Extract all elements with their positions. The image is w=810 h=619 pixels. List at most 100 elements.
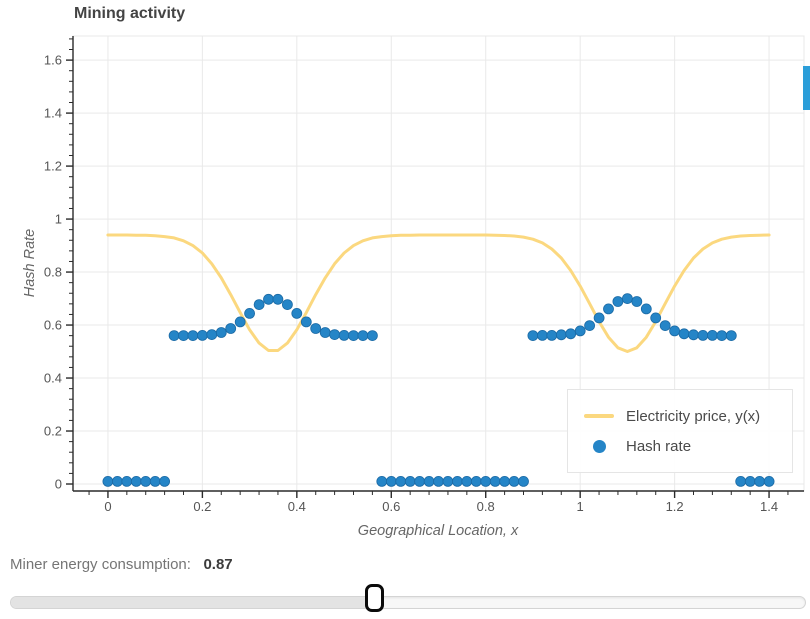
hash-rate-point: [423, 475, 435, 487]
hash-rate-point: [650, 312, 662, 324]
hash-rate-point: [603, 303, 614, 315]
x-tick-label: 0: [104, 499, 111, 514]
hash-rate-point: [319, 327, 331, 338]
hash-rate-point: [187, 330, 199, 342]
hash-rate-point: [716, 330, 728, 342]
hash-rate-point: [281, 299, 293, 311]
scrollbar-thumb[interactable]: [803, 66, 810, 110]
hash-rate-point: [329, 329, 341, 341]
hash-rate-point: [518, 475, 529, 487]
legend-label: Electricity price, y(x): [626, 407, 761, 425]
y-tick-label: 0: [55, 477, 62, 492]
x-tick-label: 0.2: [193, 499, 211, 514]
y-tick-label: 0.6: [44, 318, 62, 333]
chart-title: Mining activity: [74, 5, 186, 22]
hash-rate-point: [669, 325, 680, 337]
hash-rate-point: [763, 475, 775, 487]
hash-rate-point: [622, 293, 633, 305]
hash-rate-point: [442, 475, 454, 487]
chart-legend: Electricity price, y(x) Hash rate: [567, 389, 793, 473]
x-tick-label: 0.4: [288, 499, 306, 514]
hash-rate-point: [555, 329, 567, 341]
electricity-price-line-swatch: [580, 414, 618, 418]
hash-rate-point: [310, 323, 322, 334]
hash-rate-point: [215, 327, 227, 338]
hash-rate-point: [253, 299, 265, 311]
hash-rate-point: [433, 475, 444, 487]
hash-rate-point: [470, 475, 482, 487]
y-tick-label: 1.2: [44, 159, 62, 174]
y-tick-label: 0.8: [44, 265, 62, 280]
hash-rate-point: [565, 328, 577, 340]
hash-rate-point: [178, 330, 189, 342]
hash-rate-point: [744, 475, 756, 487]
x-axis-title: Geographical Location, x: [357, 523, 519, 539]
hash-rate-point: [631, 296, 643, 307]
miner-energy-consumption-label: Miner energy consumption: 0.87: [10, 556, 233, 573]
hash-rate-point: [206, 329, 218, 341]
hash-rate-point: [499, 475, 511, 487]
hash-rate-point: [735, 475, 747, 487]
hash-rate-point: [395, 475, 407, 487]
x-tick-label: 1: [577, 499, 584, 514]
hash-rate-point: [640, 303, 652, 315]
hash-rate-point: [707, 329, 718, 341]
y-axis-title: Hash Rate: [22, 228, 38, 298]
y-tick-label: 1.4: [44, 106, 62, 121]
hash-rate-point: [291, 307, 303, 319]
hash-rate-point: [159, 475, 171, 487]
hash-rate-point: [480, 475, 492, 487]
hash-rate-point: [140, 475, 152, 487]
hash-rate-point: [121, 475, 133, 487]
y-tick-label: 1.6: [44, 53, 62, 68]
hash-rate-point: [366, 330, 378, 342]
x-tick-label: 0.8: [477, 499, 495, 514]
hash-rate-point: [527, 330, 539, 342]
mining-activity-chart: 0 0.2 0.4 0.6 0.8 1 1.2 1.4 0 0.2 0.4 0.6 0.8 1 1.2 1.4…: [44, 35, 805, 514]
hash-rate-point: [357, 330, 369, 342]
hash-rate-point: [414, 475, 426, 487]
hash-rate-point: [489, 475, 501, 487]
hash-rate-point: [385, 475, 397, 487]
hash-rate-point: [574, 325, 586, 337]
slider-fill: [11, 597, 375, 608]
hash-rate-point: [102, 475, 114, 487]
energy-consumption-slider-thumb[interactable]: [365, 584, 385, 612]
miner-energy-consumption-value: 0.87: [203, 556, 233, 573]
hash-rate-point: [697, 329, 709, 341]
hash-rate-point: [225, 323, 237, 334]
hash-rate-point: [688, 329, 699, 341]
legend-item-electricity-price: Electricity price, y(x): [580, 405, 792, 427]
hash-rate-point: [612, 296, 624, 307]
hash-rate-point: [338, 329, 350, 341]
hash-rate-point: [537, 329, 548, 341]
legend-label: Hash rate: [626, 437, 692, 455]
hash-rate-point: [404, 475, 416, 487]
y-tick-label: 0.4: [44, 371, 62, 386]
x-tick-label: 1.2: [666, 499, 684, 514]
hash-rate-point: [263, 293, 274, 305]
hash-rate-point: [149, 475, 161, 487]
hash-rate-point: [300, 316, 312, 328]
hash-rate-point: [451, 475, 463, 487]
x-tick-label: 1.4: [760, 499, 778, 514]
hash-rate-point: [593, 312, 605, 324]
y-tick-label: 1: [55, 212, 62, 227]
hash-rate-point: [584, 320, 595, 332]
hash-rate-point: [725, 330, 737, 342]
hash-rate-point: [659, 320, 671, 332]
hash-rate-point: [168, 330, 180, 342]
energy-consumption-slider-track[interactable]: [10, 596, 806, 609]
hash-rate-point: [348, 330, 359, 342]
hash-rate-point: [234, 316, 246, 328]
hash-rate-point: [508, 475, 520, 487]
hash-rate-point: [754, 475, 765, 487]
hash-rate-point: [196, 329, 208, 341]
hash-rate-point: [376, 475, 388, 487]
y-tick-label: 0.2: [44, 424, 62, 439]
legend-item-hash-rate: Hash rate: [580, 435, 792, 457]
hash-rate-point: [461, 475, 473, 487]
hash-rate-dot-swatch: [580, 439, 618, 453]
hash-rate-point: [678, 328, 690, 340]
